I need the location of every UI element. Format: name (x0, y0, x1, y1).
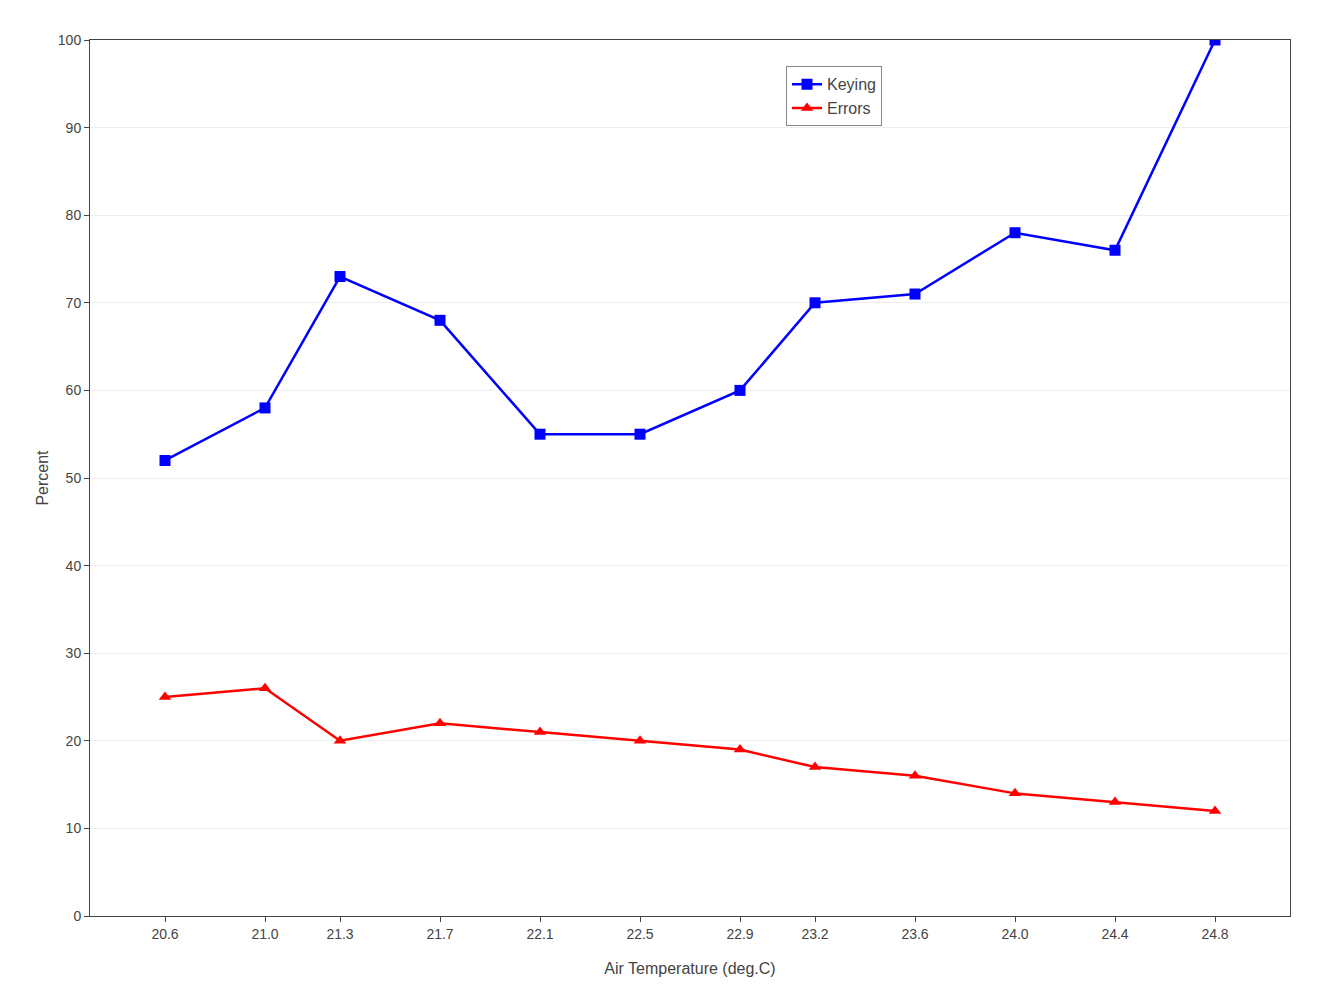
svg-text:80: 80 (66, 207, 82, 223)
svg-text:20.6: 20.6 (151, 926, 178, 942)
svg-text:30: 30 (66, 645, 82, 661)
svg-text:21.3: 21.3 (326, 926, 353, 942)
svg-text:24.0: 24.0 (1001, 926, 1028, 942)
svg-text:100: 100 (58, 32, 82, 48)
svg-text:50: 50 (66, 470, 82, 486)
svg-text:0: 0 (73, 908, 81, 924)
svg-text:90: 90 (66, 120, 82, 136)
svg-text:24.4: 24.4 (1101, 926, 1128, 942)
svg-text:Errors: Errors (827, 100, 871, 117)
svg-text:60: 60 (66, 382, 82, 398)
svg-text:23.2: 23.2 (801, 926, 828, 942)
svg-text:23.6: 23.6 (901, 926, 928, 942)
svg-text:24.8: 24.8 (1201, 926, 1228, 942)
svg-text:40: 40 (66, 558, 82, 574)
svg-text:Keying: Keying (827, 76, 876, 93)
svg-text:21.0: 21.0 (251, 926, 278, 942)
svg-text:Percent: Percent (34, 450, 51, 506)
svg-text:20: 20 (66, 733, 82, 749)
svg-text:22.9: 22.9 (726, 926, 753, 942)
svg-text:22.5: 22.5 (626, 926, 653, 942)
svg-text:10: 10 (66, 820, 82, 836)
svg-text:70: 70 (66, 295, 82, 311)
svg-text:Air Temperature (deg.C): Air Temperature (deg.C) (604, 960, 775, 977)
svg-text:22.1: 22.1 (526, 926, 553, 942)
svg-text:21.7: 21.7 (426, 926, 453, 942)
